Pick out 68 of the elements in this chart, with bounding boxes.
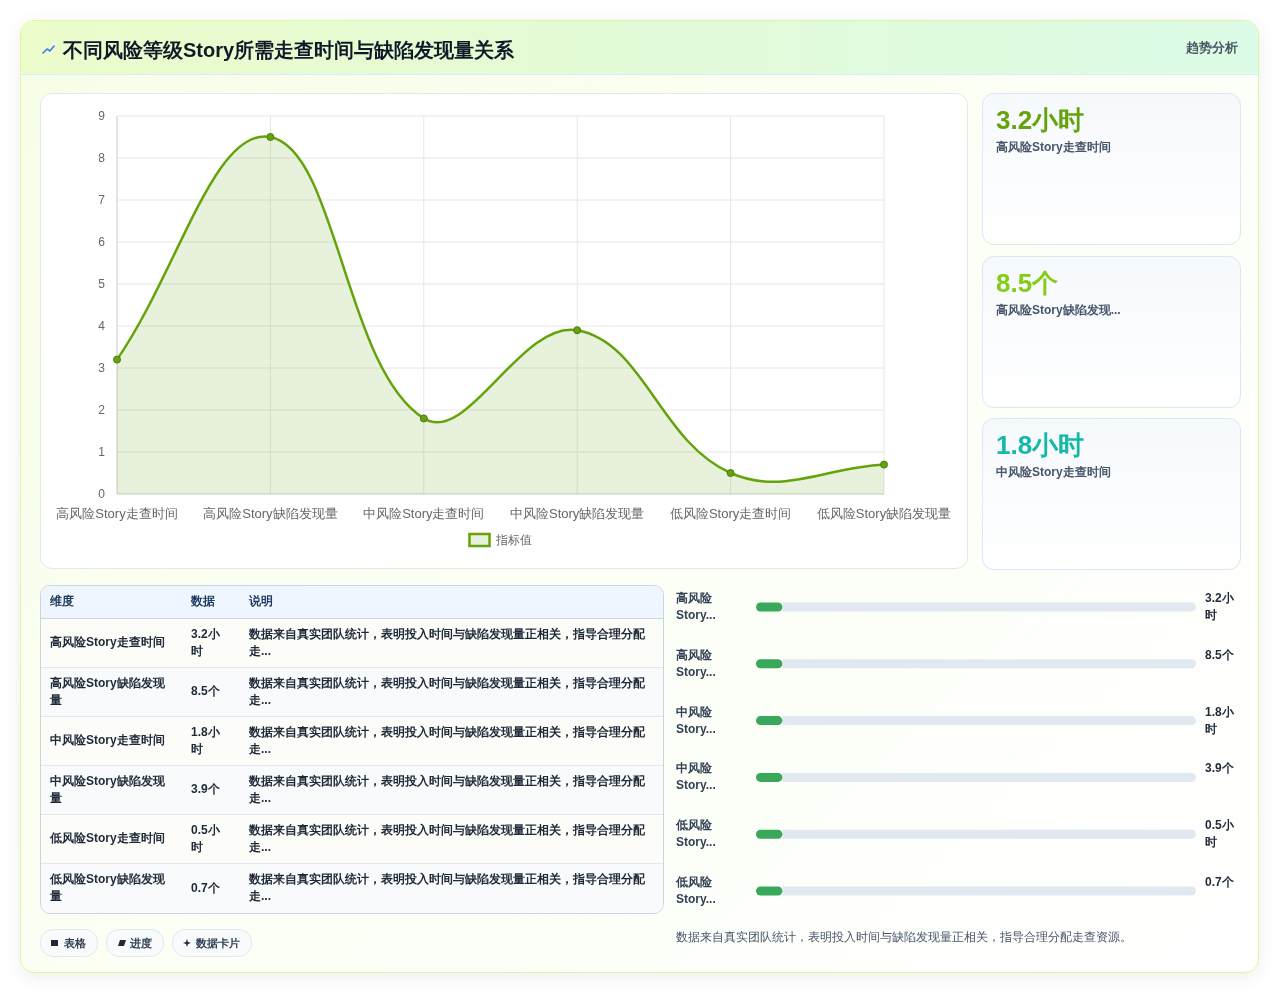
y-tick-label: 低风险Story... (676, 817, 717, 852)
x-tick-label: 高风险Story走查时间 (56, 505, 178, 521)
text: 8.5个 (996, 267, 1059, 298)
text: 中风险Story缺陷发现量 (50, 773, 165, 805)
point (266, 133, 275, 141)
text: 0.7个 (1205, 875, 1234, 889)
text: 表格 (64, 936, 86, 950)
x-tick-label: 中风险Story缺陷发现量 (510, 505, 645, 521)
text: 低风险Story走查时间 (50, 831, 165, 845)
text: 3.2小时 (1205, 591, 1234, 622)
text: 8.5个 (1205, 647, 1234, 662)
text: 3.9个 (1205, 761, 1234, 776)
text: 数据来自真实团队统计，表明投入时间与缺陷发现量正相关，指导合理分配走查资源。 (676, 929, 1132, 946)
category-label: 维度 (41, 586, 182, 618)
y-tick-label: 5 (98, 277, 106, 291)
text: 1.8小时 (191, 724, 220, 756)
x-tick-label: 高风险Story缺陷发现量 (203, 505, 338, 521)
category-label: 说明 (240, 586, 663, 618)
point (880, 460, 888, 469)
y-tick-label: 高风险Story... (676, 646, 717, 681)
y-tick-label: 4 (98, 319, 106, 333)
text: 数据来自真实团队统计，表明投入时间与缺陷发现量正相关，指导合理分配走... (249, 675, 645, 707)
category-label: 中风险Story走查时间 (996, 464, 1111, 480)
text: 0.5小时 (191, 822, 220, 854)
text: 3.2小时 (191, 626, 220, 658)
point (419, 414, 428, 423)
y-tick-label: 2 (98, 403, 106, 417)
y-tick-label: 低风险Story... (676, 874, 717, 908)
y-tick-label: 1 (98, 445, 106, 459)
y-tick-label: 高风险Story... (676, 590, 717, 624)
text: 数据来自真实团队统计，表明投入时间与缺陷发现量正相关，指导合理分配走... (249, 773, 645, 805)
x-tick-label: 低风险Story缺陷发现量 (816, 505, 952, 521)
y-tick-label: 6 (98, 235, 106, 249)
text: 数据卡片 (196, 936, 240, 950)
text: 1.8小时 (1205, 704, 1234, 736)
text: 1.8小时 (996, 430, 1085, 460)
text: 不同风险等级Story所需走查时间与缺陷发现量关系 (63, 38, 515, 63)
x-tick-label: 中风险Story走查时间 (363, 505, 485, 521)
legend-label: 指标值 (494, 533, 532, 547)
category-label: 高风险Story走查时间 (996, 139, 1111, 155)
text: 数据来自真实团队统计，表明投入时间与缺陷发现量正相关，指导合理分配走... (249, 724, 645, 756)
y-tick-label: 中风险Story... (676, 760, 717, 795)
category-label: 数据 (182, 586, 240, 618)
text: 中风险Story走查时间 (50, 733, 165, 747)
category-label: 高风险Story缺陷发现... (996, 301, 1121, 318)
text: 趋势分析 (1186, 39, 1238, 57)
y-tick-label: 7 (98, 193, 106, 207)
text: 3.9个 (191, 782, 220, 796)
text: 高风险Story走查时间 (50, 635, 165, 649)
text: 3.2小时 (996, 105, 1085, 135)
text: 低风险Story缺陷发现量 (50, 872, 165, 904)
point (113, 355, 121, 364)
text: 0.7个 (191, 880, 220, 895)
point (726, 469, 735, 477)
x-tick-label: 低风险Story走查时间 (669, 505, 792, 521)
text: 数据来自真实团队统计，表明投入时间与缺陷发现量正相关，指导合理分配走... (249, 872, 645, 904)
text: 8.5个 (191, 684, 220, 698)
y-tick-label: 中风险Story... (676, 703, 717, 738)
text: 数据来自真实团队统计，表明投入时间与缺陷发现量正相关，指导合理分配走... (249, 822, 645, 854)
y-tick-label: 0 (98, 487, 106, 501)
point (573, 326, 582, 335)
text: 进度 (130, 936, 152, 950)
text: 0.5小时 (1205, 818, 1234, 850)
text: 高风险Story缺陷发现量 (50, 675, 165, 707)
y-tick-label: 3 (98, 361, 106, 375)
y-tick-label: 9 (98, 109, 106, 123)
y-tick-label: 8 (98, 151, 106, 165)
text: 数据来自真实团队统计，表明投入时间与缺陷发现量正相关，指导合理分配走... (249, 626, 645, 658)
